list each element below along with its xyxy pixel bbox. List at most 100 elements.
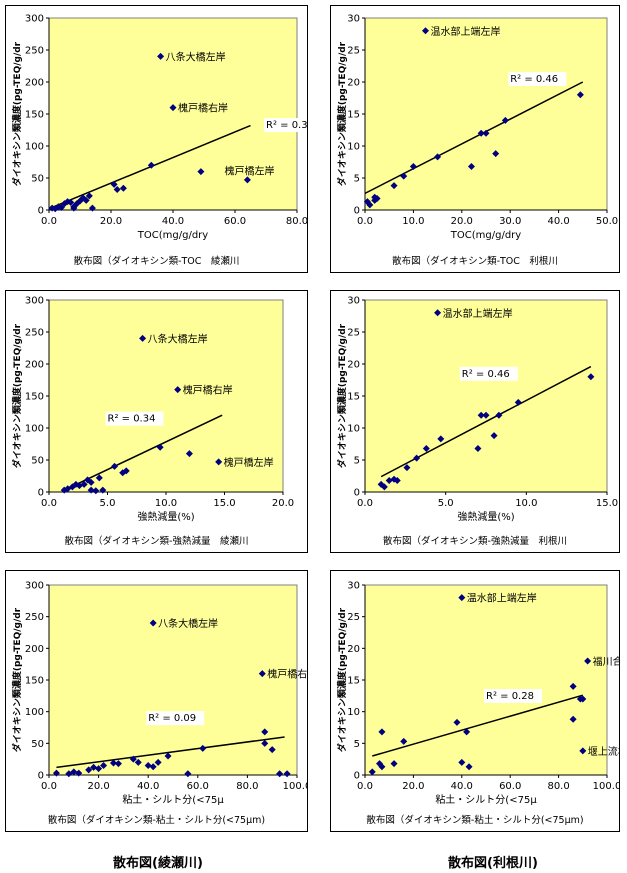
data-point — [109, 759, 117, 767]
x-tick-label: 20.0 — [272, 498, 294, 509]
data-point — [70, 204, 78, 212]
chart-panel-tone-ignition: 0 5 10 15 20 25 30 0.0 5.0 10.0 15.0 温水部上端左岸 R² = 0.… — [330, 290, 620, 553]
data-point — [482, 411, 490, 419]
data-point — [390, 182, 398, 190]
data-point — [482, 129, 490, 137]
point-annotation: 槐戸橋右岸 — [178, 102, 228, 115]
data-point — [569, 715, 577, 723]
x-tick-label: 100.0 — [593, 781, 619, 792]
data-point — [390, 760, 398, 768]
x-tick-label: 20.0 — [451, 216, 473, 227]
data-point — [156, 443, 164, 451]
x-tick-label: 40.0 — [162, 216, 184, 227]
data-point — [119, 469, 127, 477]
point-annotation: 槐戸橋右岸 — [183, 384, 233, 397]
data-point — [393, 476, 401, 484]
data-point — [378, 763, 386, 771]
data-point — [373, 194, 381, 202]
y-tick-label: 10 — [347, 142, 360, 153]
x-tick-label: 60.0 — [499, 781, 521, 792]
data-point — [157, 52, 165, 60]
y-tick-label: 0 — [354, 206, 360, 217]
x-tick-label: 10.0 — [515, 498, 537, 509]
y-tick-label: 250 — [25, 46, 44, 57]
data-point — [434, 309, 442, 317]
data-point — [409, 162, 417, 170]
y-tick-label: 5 — [354, 456, 360, 467]
data-point — [113, 186, 121, 194]
r2-label: R² = 0.28 — [486, 691, 534, 702]
chart-panel-ayase-silt: 0 50 100 150 200 250 300 0.0 20.0 40.0 60.0 80.0 100… — [5, 570, 308, 832]
data-point — [80, 480, 88, 488]
data-point — [243, 176, 251, 184]
chart-title: 散布図（ダイオキシン類-TOC 綾瀬川 — [74, 255, 240, 267]
x-tick-label: 50.0 — [596, 216, 618, 227]
data-point — [85, 766, 93, 774]
y-tick-label: 250 — [25, 612, 44, 623]
data-point — [587, 373, 595, 381]
data-point — [368, 768, 376, 776]
chart-panel-ayase-toc: 0 50 100 150 200 250 300 0.0 20.0 40.0 60.0 80.0 八条大… — [5, 5, 308, 273]
r2-label-bg — [146, 711, 205, 726]
x-tick-label: 0.0 — [41, 498, 57, 509]
data-point — [477, 411, 485, 419]
x-axis-label: TOC(mg/g/dry — [450, 230, 521, 241]
y-tick-label: 10 — [347, 707, 360, 718]
y-tick-label: 50 — [31, 174, 44, 185]
x-tick-label: 60.0 — [224, 216, 246, 227]
data-point — [458, 758, 466, 766]
data-point — [154, 758, 162, 766]
data-point — [147, 161, 155, 169]
data-point — [184, 770, 192, 778]
data-point — [403, 464, 411, 472]
y-tick-label: 300 — [25, 296, 44, 307]
r2-label: R² = 0.34 — [108, 414, 156, 425]
data-point — [149, 619, 157, 627]
y-tick-label: 100 — [25, 142, 44, 153]
data-point — [400, 737, 408, 745]
data-point — [514, 398, 522, 406]
point-annotation: 堰上流右岸 — [588, 745, 619, 758]
x-tick-label: 40.0 — [137, 781, 159, 792]
data-point — [149, 763, 157, 771]
plot-area — [364, 584, 608, 776]
data-point — [90, 763, 98, 771]
data-point — [95, 474, 103, 482]
y-tick-label: 200 — [25, 644, 44, 655]
chart-panel-tone-silt: 0 5 10 15 20 25 30 0.0 20.0 40.0 60.0 80.0 100.0 温水部上… — [330, 570, 620, 832]
point-annotation: 槐戸橋右岸 — [267, 668, 307, 681]
data-point — [114, 760, 122, 768]
x-tick-label: 40.0 — [451, 781, 473, 792]
trend-line — [62, 414, 223, 492]
r2-label: R² = 0.46 — [462, 369, 510, 380]
data-point — [92, 487, 100, 495]
scatter-chart-svg: 0 5 10 15 20 25 30 0.0 5.0 10.0 15.0 温水部上端左岸 R² = 0.… — [336, 296, 618, 548]
data-point — [467, 162, 475, 170]
data-point — [85, 192, 93, 200]
data-point — [422, 444, 430, 452]
chart-panel-tone-toc: 0 5 10 15 20 25 30 0.0 10.0 20.0 30.0 40.0 50.0 温水部上端… — [330, 5, 620, 273]
r2-label-bg — [105, 411, 164, 426]
data-point — [576, 91, 584, 99]
x-tick-label: 0.0 — [41, 781, 57, 792]
data-point — [164, 752, 172, 760]
y-axis-label: ダイオキシン類濃度(pg-TEQ/g/dr — [336, 323, 348, 468]
y-tick-label: 0 — [38, 206, 44, 217]
data-point — [144, 762, 152, 769]
y-tick-label: 30 — [347, 581, 360, 592]
y-tick-label: 15 — [347, 676, 360, 687]
x-tick-label: 30.0 — [499, 216, 521, 227]
y-axis-label: ダイオキシン類濃度(pg-TEQ/g/dr — [11, 323, 23, 468]
y-tick-label: 30 — [347, 296, 360, 307]
x-tick-label: 100.0 — [283, 781, 307, 792]
data-point — [378, 728, 386, 736]
chart-title: 散布図（ダイオキシン類-強熱減量 利根川 — [383, 535, 567, 547]
plot-area — [48, 584, 298, 776]
data-point — [477, 129, 485, 137]
chart-title: 散布図（ダイオキシン類-粘土・シルト分(<75μm) — [48, 814, 265, 826]
y-tick-label: 300 — [25, 14, 44, 25]
data-point — [87, 486, 95, 494]
y-tick-label: 150 — [25, 110, 44, 121]
data-point — [52, 769, 60, 777]
scatter-chart-svg: 0 5 10 15 20 25 30 0.0 10.0 20.0 30.0 40.0 50.0 温水部上端… — [336, 14, 618, 268]
